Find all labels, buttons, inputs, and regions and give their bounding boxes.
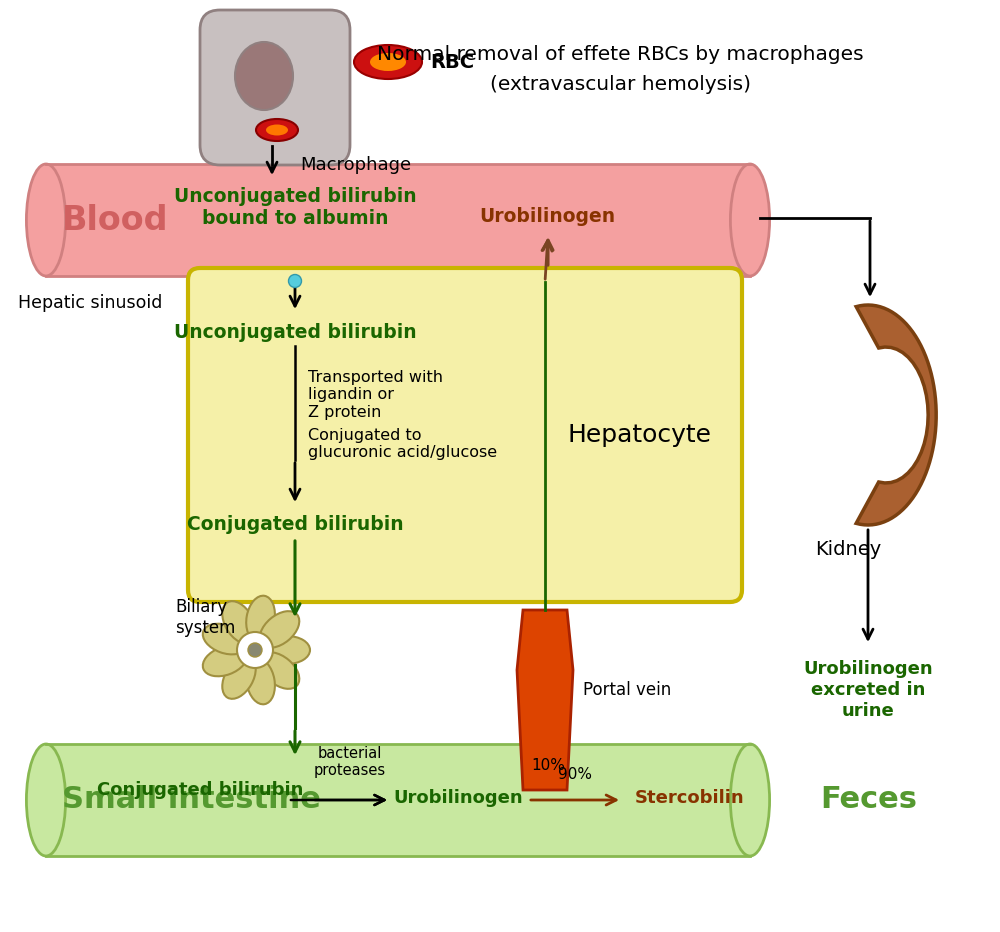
Ellipse shape: [730, 164, 770, 276]
Text: RBC: RBC: [430, 52, 474, 72]
Text: (extravascular hemolysis): (extravascular hemolysis): [490, 75, 750, 94]
Text: Small intestine: Small intestine: [62, 786, 321, 815]
Ellipse shape: [26, 744, 66, 856]
Ellipse shape: [354, 45, 422, 79]
Ellipse shape: [26, 164, 66, 276]
Text: Portal vein: Portal vein: [583, 681, 671, 699]
Text: 90%: 90%: [558, 767, 592, 782]
Text: Hepatocyte: Hepatocyte: [568, 423, 712, 447]
Text: bacterial
proteases: bacterial proteases: [314, 746, 386, 778]
Bar: [46, 164, 750, 276]
Ellipse shape: [222, 601, 256, 643]
Text: Hepatic sinusoid: Hepatic sinusoid: [18, 294, 162, 312]
FancyBboxPatch shape: [200, 10, 350, 165]
Text: bound to albumin: bound to albumin: [202, 209, 388, 228]
Ellipse shape: [203, 624, 247, 654]
Text: Normal removal of effete RBCs by macrophages: Normal removal of effete RBCs by macroph…: [377, 46, 863, 64]
Text: Macrophage: Macrophage: [300, 156, 411, 174]
Ellipse shape: [203, 646, 247, 677]
Ellipse shape: [260, 611, 299, 648]
Ellipse shape: [235, 42, 293, 110]
Text: Conjugated bilirubin: Conjugated bilirubin: [187, 514, 403, 533]
Text: Stercobilin: Stercobilin: [635, 789, 745, 807]
Text: Urobilinogen: Urobilinogen: [479, 208, 615, 226]
Ellipse shape: [246, 596, 275, 641]
Text: Kidney: Kidney: [815, 540, 881, 559]
Ellipse shape: [730, 744, 770, 856]
Circle shape: [237, 632, 273, 668]
Text: Urobilinogen: Urobilinogen: [393, 789, 523, 807]
Text: Unconjugated bilirubin: Unconjugated bilirubin: [174, 322, 416, 341]
Bar: [46, 744, 750, 856]
Text: 10%: 10%: [531, 758, 565, 773]
Ellipse shape: [222, 657, 256, 699]
FancyBboxPatch shape: [188, 268, 742, 602]
Polygon shape: [517, 610, 573, 790]
Text: Conjugated bilirubin: Conjugated bilirubin: [97, 781, 303, 799]
Ellipse shape: [260, 652, 299, 689]
Text: Transported with
ligandin or
Z protein: Transported with ligandin or Z protein: [308, 370, 443, 419]
Text: Unconjugated bilirubin: Unconjugated bilirubin: [174, 187, 416, 206]
Ellipse shape: [370, 53, 406, 71]
Circle shape: [248, 643, 262, 657]
Text: Feces: Feces: [820, 786, 917, 815]
Text: Blood: Blood: [62, 203, 168, 237]
Ellipse shape: [288, 275, 302, 287]
Ellipse shape: [266, 125, 288, 135]
Polygon shape: [856, 305, 936, 525]
Ellipse shape: [256, 119, 298, 141]
Ellipse shape: [246, 659, 275, 705]
Text: Biliary
system: Biliary system: [175, 598, 235, 637]
Text: Conjugated to
glucuronic acid/glucose: Conjugated to glucuronic acid/glucose: [308, 428, 497, 460]
Text: Urobilinogen
excreted in
urine: Urobilinogen excreted in urine: [803, 660, 933, 720]
Ellipse shape: [264, 636, 310, 664]
